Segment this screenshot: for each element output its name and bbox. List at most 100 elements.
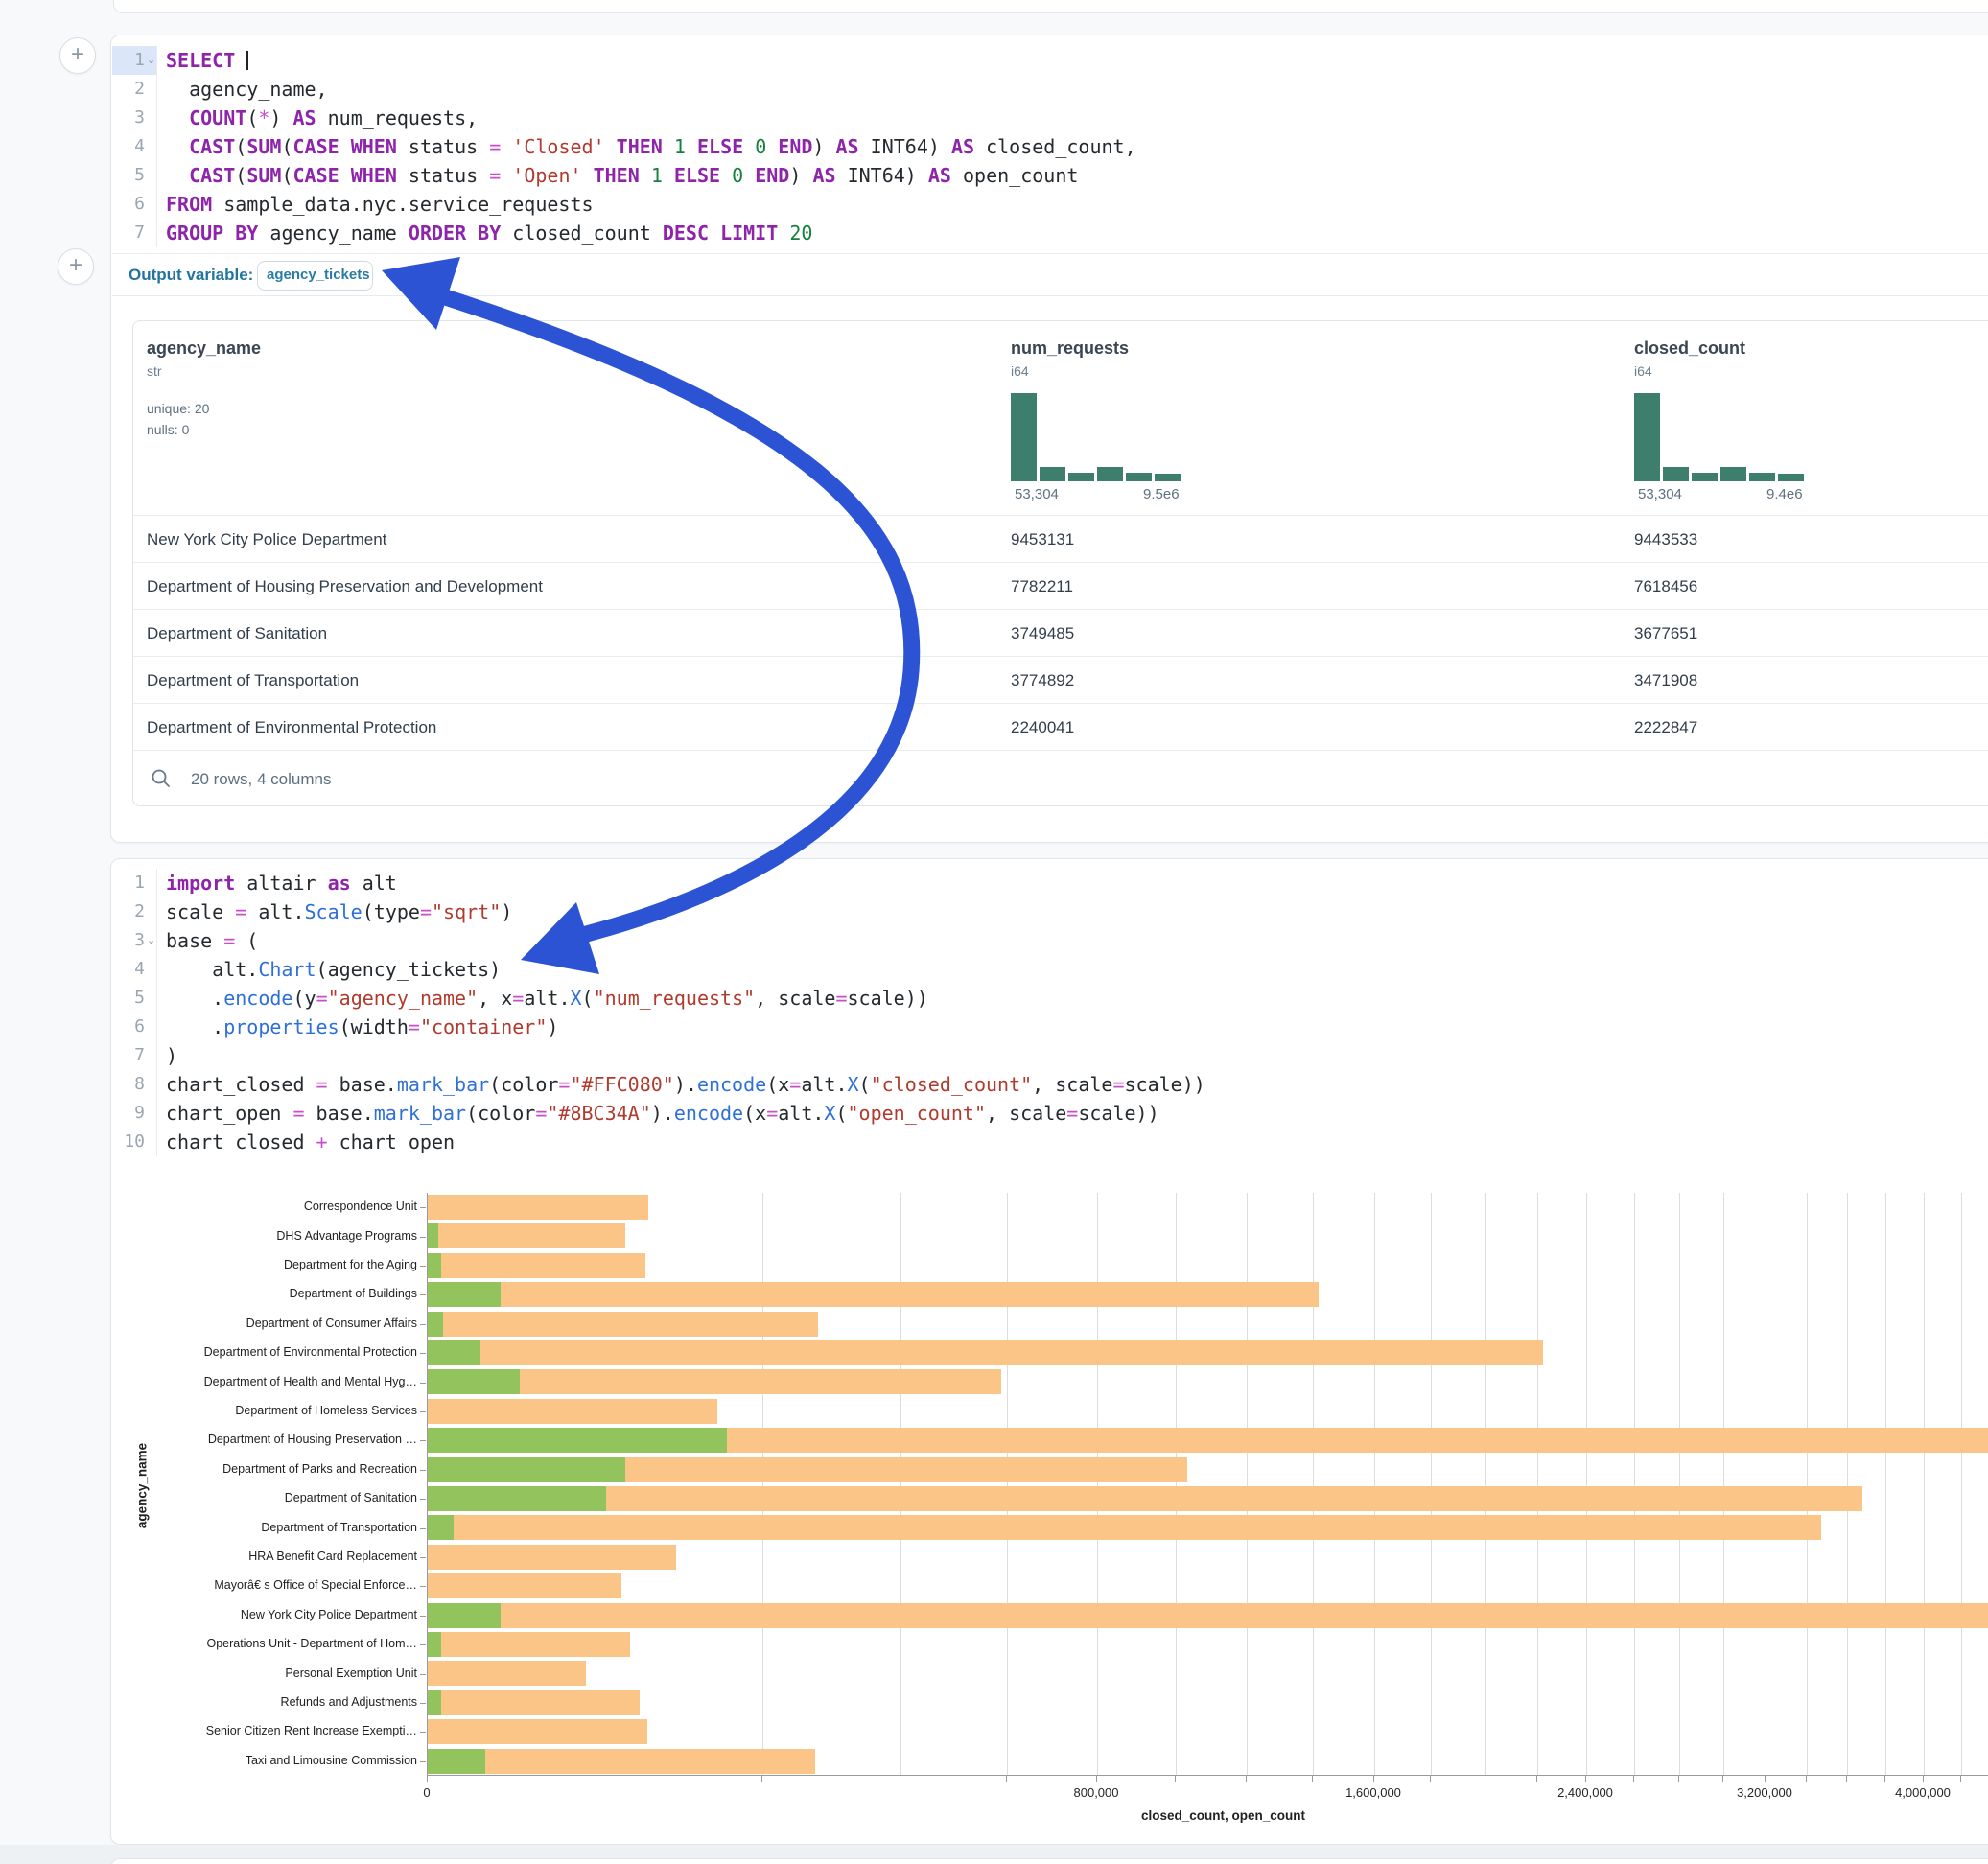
line-number: 1 <box>112 869 156 897</box>
code-text: ) <box>166 1041 177 1070</box>
code-line[interactable]: 5 .encode(y="agency_name", x=alt.X("num_… <box>112 984 1988 1013</box>
divider <box>112 253 1988 254</box>
python-editor[interactable]: 1import altair as alt2scale = alt.Scale(… <box>112 869 1988 1156</box>
bar-open-count <box>428 1457 625 1482</box>
collapse-chevron-icon[interactable]: ⌄ <box>147 926 160 955</box>
code-text: alt.Chart(agency_tickets) <box>166 955 501 984</box>
cell-value: 3774892 <box>1011 657 1375 704</box>
cell-value: 2222847 <box>1634 704 1988 751</box>
column-type: i64 <box>1634 363 1652 379</box>
bar-open-count <box>428 1515 454 1540</box>
y-category-label: Department of Parks and Recreation <box>101 1462 417 1476</box>
bar-open-count <box>428 1253 441 1278</box>
gridline <box>1586 1193 1587 1775</box>
code-line[interactable]: 2scale = alt.Scale(type="sqrt") <box>112 897 1988 926</box>
y-category-label: New York City Police Department <box>101 1608 417 1621</box>
code-line[interactable]: 8chart_closed = base.mark_bar(color="#FF… <box>112 1070 1988 1099</box>
code-line[interactable]: 10chart_closed + chart_open <box>112 1128 1988 1156</box>
code-line[interactable]: 9 chart_open = base.mark_bar(color="#8BC3… <box>112 1099 1988 1128</box>
code-text: chart_closed = base.mark_bar(color="#FFC… <box>166 1070 1205 1099</box>
line-number: 2 <box>112 75 156 104</box>
bar-open-count <box>428 1632 441 1657</box>
code-line[interactable]: 7) <box>112 1041 1988 1070</box>
y-category-label: Department for the Aging <box>101 1258 417 1271</box>
gridline <box>1924 1193 1925 1775</box>
code-line[interactable]: 2 agency_name, <box>112 75 1988 104</box>
add-cell-button-top[interactable]: + <box>59 37 96 74</box>
code-text: CAST(SUM(CASE WHEN status = 'Closed' THE… <box>166 132 1136 161</box>
column-header[interactable]: agency_name <box>147 338 261 359</box>
code-line[interactable]: 6FROM sample_data.nyc.service_requests <box>112 190 1988 219</box>
bar-closed-count <box>428 1690 640 1715</box>
code-line[interactable]: 6 .properties(width="container") <box>112 1013 1988 1041</box>
divider <box>112 295 1988 296</box>
bar-open-count <box>428 1749 485 1774</box>
x-tick-label: 800,000 <box>1074 1785 1119 1800</box>
gridline <box>1097 1193 1098 1775</box>
gridline <box>1847 1193 1848 1775</box>
column-type: str <box>147 363 162 379</box>
line-number: 9 <box>112 1099 156 1128</box>
bar-open-count <box>428 1369 520 1394</box>
column-histogram <box>1011 390 1183 481</box>
cell-agency-name: New York City Police Department <box>147 516 991 563</box>
cell-value: 9443533 <box>1634 516 1988 563</box>
code-text: CAST(SUM(CASE WHEN status = 'Open' THEN … <box>166 161 1078 190</box>
code-line[interactable]: 4 CAST(SUM(CASE WHEN status = 'Closed' T… <box>112 132 1988 161</box>
gridline <box>1176 1193 1177 1775</box>
y-category-label: Department of Consumer Affairs <box>101 1316 417 1330</box>
code-text: SELECT <box>166 46 248 75</box>
column-header[interactable]: num_requests <box>1011 338 1129 359</box>
gridline <box>1885 1193 1886 1775</box>
add-cell-button-output[interactable]: + <box>58 248 94 285</box>
table-row[interactable]: New York City Police Department945313194… <box>133 515 1988 563</box>
code-text: .encode(y="agency_name", x=alt.X("num_re… <box>166 984 928 1013</box>
y-category-label: Correspondence Unit <box>101 1200 417 1213</box>
column-header[interactable]: closed_count <box>1634 338 1745 359</box>
result-table: agency_namestrunique: 20nulls: 0num_requ… <box>132 320 1988 806</box>
code-line[interactable]: 1⌄SELECT <box>112 46 1988 75</box>
y-category-label: DHS Advantage Programs <box>101 1229 417 1243</box>
code-line[interactable]: 5 CAST(SUM(CASE WHEN status = 'Open' THE… <box>112 161 1988 190</box>
code-line[interactable]: 4 alt.Chart(agency_tickets) <box>112 955 1988 984</box>
x-tick-label: 3,200,000 <box>1737 1785 1792 1800</box>
y-category-label: HRA Benefit Card Replacement <box>101 1549 417 1563</box>
sql-editor[interactable]: 1⌄SELECT 2 agency_name,3 COUNT(*) AS num… <box>112 46 1988 247</box>
line-number: 6 <box>112 1013 156 1041</box>
y-category-label: Senior Citizen Rent Increase Exempti… <box>101 1724 417 1737</box>
code-text: .properties(width="container") <box>166 1013 558 1041</box>
bar-open-count <box>428 1340 480 1365</box>
code-line[interactable]: 1import altair as alt <box>112 869 1988 897</box>
gridline <box>1313 1193 1314 1775</box>
y-category-label: Department of Homeless Services <box>101 1404 417 1417</box>
column-histogram <box>1634 390 1807 481</box>
column-stat: nulls: 0 <box>147 419 189 440</box>
gridline <box>1007 1193 1008 1775</box>
gridline <box>1961 1193 1962 1775</box>
notebook-page: + + 1⌄SELECT 2 agency_name,3 COUNT(*) AS… <box>0 0 1988 1864</box>
column-type: i64 <box>1011 363 1029 379</box>
text-cursor <box>246 51 248 70</box>
code-line[interactable]: 3⌄base = ( <box>112 926 1988 955</box>
bar-closed-count <box>428 1632 630 1657</box>
code-line[interactable]: 7GROUP BY agency_name ORDER BY closed_co… <box>112 219 1988 247</box>
cell-value: 2240041 <box>1011 704 1375 751</box>
code-text: chart_closed + chart_open <box>166 1128 455 1156</box>
y-category-label: Personal Exemption Unit <box>101 1666 417 1680</box>
bar-closed-count <box>428 1719 647 1744</box>
y-category-label: Mayorâ€ s Office of Special Enforce… <box>101 1578 417 1592</box>
y-category-label: Taxi and Limousine Commission <box>101 1754 417 1767</box>
collapse-chevron-icon[interactable]: ⌄ <box>147 46 160 75</box>
code-line[interactable]: 3 COUNT(*) AS num_requests, <box>112 104 1988 132</box>
table-row[interactable]: Department of Transportation377489234719… <box>133 656 1988 704</box>
search-icon[interactable] <box>151 768 172 789</box>
code-text: chart_open = base.mark_bar(color="#8BC34… <box>166 1099 1159 1128</box>
x-tick-label: 1,600,000 <box>1345 1785 1401 1800</box>
y-category-label: Refunds and Adjustments <box>101 1695 417 1709</box>
table-row[interactable]: Department of Sanitation37494853677651 <box>133 609 1988 657</box>
table-row[interactable]: Department of Housing Preservation and D… <box>133 562 1988 610</box>
output-variable-pill[interactable]: agency_tickets <box>257 261 373 291</box>
line-number: 3 <box>112 104 156 132</box>
table-row[interactable]: Department of Environmental Protection22… <box>133 703 1988 751</box>
gridline <box>762 1193 763 1775</box>
